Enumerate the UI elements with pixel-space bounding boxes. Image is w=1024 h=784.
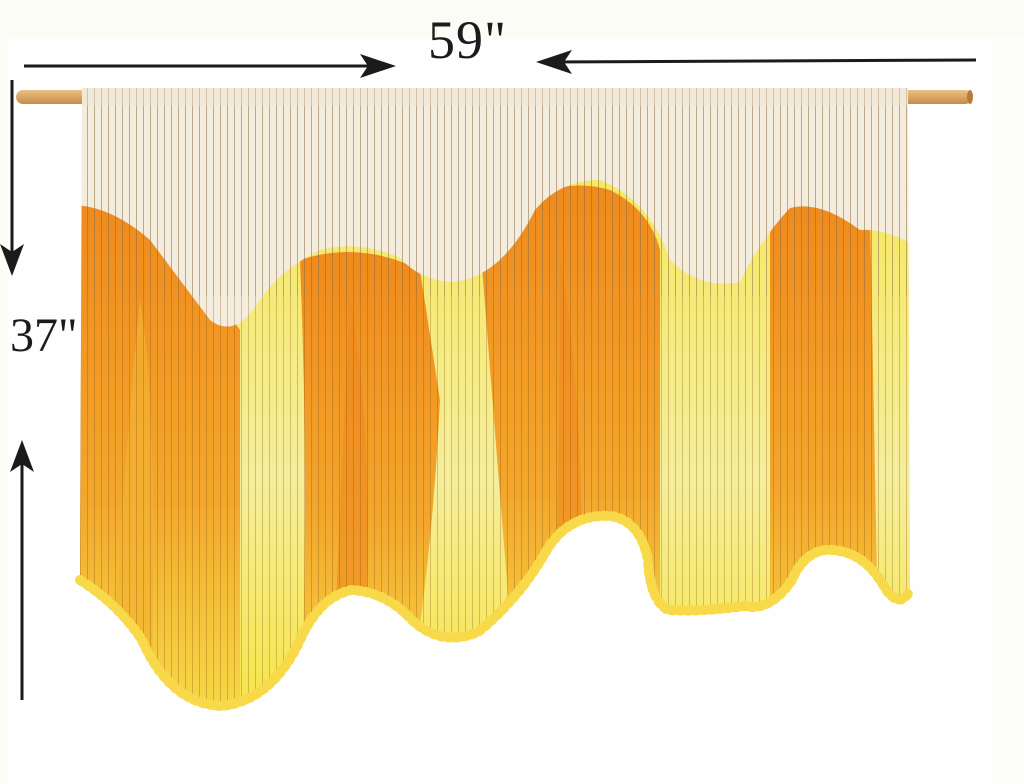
width-dimension-label: 59" [428,10,508,70]
fringe-body [80,96,910,706]
background-right [994,38,1024,784]
height-arrow-top [0,80,24,276]
height-arrow-bottom [10,440,34,700]
width-arrow-left [24,54,396,78]
background-left [0,38,8,784]
height-dimension-label: 37" [10,309,78,362]
background-top [0,0,1024,38]
width-arrow-right [536,50,977,74]
frayed-fringe-tips [75,510,915,712]
